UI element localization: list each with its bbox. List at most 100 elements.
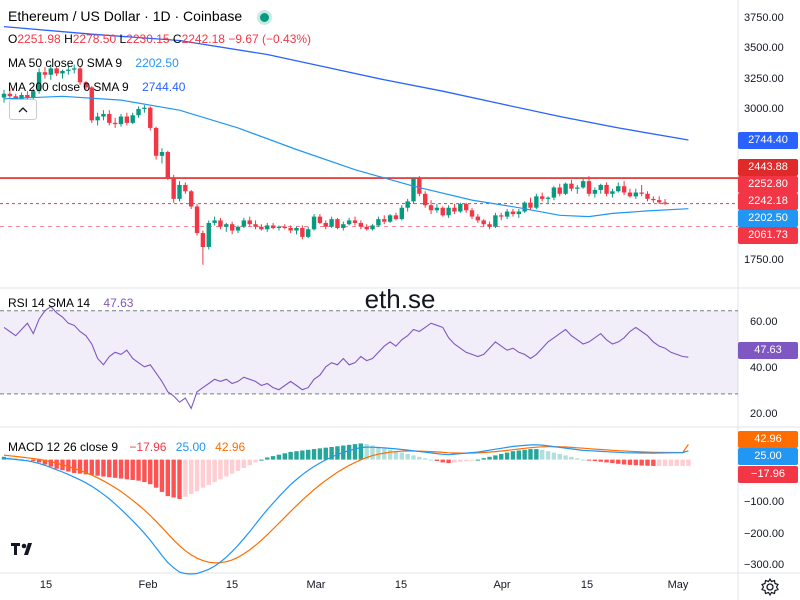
candle-body <box>282 226 287 228</box>
macd-hist-bar <box>31 459 36 462</box>
ohlc-row: O2251.98 H2278.50 L2230.15 C2242.18 −9.6… <box>8 32 311 46</box>
macd-hist-bar <box>294 451 299 460</box>
macd-hist-bar <box>633 459 638 466</box>
macd-hist-bar <box>42 459 48 465</box>
resistance-price-tag: 2443.88 <box>738 159 798 176</box>
collapse-legend-button[interactable] <box>9 99 37 120</box>
macd-hist-bar <box>317 448 323 460</box>
macd-line-tag: 25.00 <box>738 448 798 465</box>
rsi-price-tag: 47.63 <box>738 342 798 359</box>
macd-hist-bar <box>346 444 352 460</box>
macd-hist-bar <box>124 459 130 480</box>
ma50-line <box>3 95 689 218</box>
macd-hist-bar <box>370 445 375 460</box>
price-axis-tick: 3000.00 <box>744 103 784 115</box>
candle-body <box>370 225 375 230</box>
macd-hist-bar <box>668 459 674 466</box>
candle-body <box>417 178 422 194</box>
macd-hist-bar <box>446 459 451 464</box>
rsi-legend[interactable]: RSI 14 SMA 14 47.63 <box>8 296 133 310</box>
macd-hist-bar <box>662 459 668 466</box>
candle-body <box>475 216 481 221</box>
macd-hist-bar <box>107 459 112 478</box>
macd-hist-bar <box>686 459 691 466</box>
candle-body <box>551 187 557 198</box>
candle-body <box>148 107 153 128</box>
ma200-legend[interactable]: MA 200 close 0 SMA 9 2744.40 <box>8 80 185 94</box>
ohlc-open-value: 2251.98 <box>17 32 61 46</box>
macd-signal-value: 42.96 <box>215 440 246 454</box>
macd-hist-bar <box>311 449 317 460</box>
candle-body <box>510 211 516 215</box>
macd-hist-bar <box>118 459 124 479</box>
candle-body <box>229 224 235 231</box>
macd-hist-bar <box>265 457 270 460</box>
macd-hist-bar <box>247 459 252 466</box>
candle-body <box>592 190 598 194</box>
macd-hist-bar <box>610 459 615 464</box>
macd-hist-bar <box>229 459 235 474</box>
candle-body <box>159 152 165 156</box>
macd-hist-bar <box>89 459 94 476</box>
macd-hist-bar <box>352 444 358 460</box>
macd-hist-bar <box>405 453 410 460</box>
macd-hist-bar <box>177 459 182 499</box>
candle-body <box>177 184 182 199</box>
symbol-title: Ethereum / US Dollar · 1D · Coinbase <box>8 8 243 24</box>
date-tick: Mar <box>306 579 326 591</box>
macd-hist-bar <box>551 452 557 460</box>
macd-hist-value: −17.96 <box>129 440 167 454</box>
candle-body <box>586 181 592 194</box>
candle-body <box>458 203 463 212</box>
candle-body <box>294 228 299 231</box>
candle-body <box>107 114 112 123</box>
macd-hist-bar <box>364 444 369 460</box>
candle-body <box>265 225 270 230</box>
candle-body <box>399 207 404 220</box>
candle-body <box>393 215 399 220</box>
macd-hist-bar <box>171 459 176 498</box>
candle-body <box>235 226 241 231</box>
date-tick: 15 <box>394 579 408 591</box>
candle-body <box>364 226 369 230</box>
candle-body <box>423 193 428 206</box>
candle-body <box>469 210 475 217</box>
rsi-band <box>0 310 738 394</box>
macd-axis-tick: −200.00 <box>744 528 785 540</box>
candle-body <box>569 183 574 189</box>
macd-hist-bar <box>434 459 440 462</box>
candle-body <box>633 192 638 197</box>
macd-hist-bar <box>557 453 562 460</box>
macd-hist-bar <box>627 459 633 465</box>
candle-body <box>323 222 328 227</box>
candle-body <box>487 224 492 227</box>
ma200-price-tag: 2744.40 <box>738 132 798 149</box>
candle-body <box>575 187 580 189</box>
candle-body <box>528 202 533 208</box>
tradingview-logo-icon[interactable] <box>10 540 38 558</box>
candle-body <box>189 191 194 207</box>
low-price-tag: 2061.73 <box>738 227 798 244</box>
macd-hist-bar <box>329 446 334 460</box>
macd-hist-bar <box>206 459 211 485</box>
macd-hist-bar <box>522 449 527 460</box>
candle-body <box>405 201 410 208</box>
ma50-legend[interactable]: MA 50 close 0 SMA 9 2202.50 <box>8 56 179 70</box>
candle-body <box>346 220 352 225</box>
candle-body <box>317 216 323 223</box>
macd-hist-bar <box>499 453 504 460</box>
macd-hist-bar <box>66 459 71 472</box>
candle-body <box>130 115 135 123</box>
candle-body <box>171 177 176 199</box>
macd-legend[interactable]: MACD 12 26 close 9 −17.96 25.00 42.96 <box>8 440 245 454</box>
candle-body <box>95 116 100 121</box>
price-axis-tick: 3250.00 <box>744 73 784 85</box>
candle-body <box>481 220 486 225</box>
candle-body <box>545 197 551 199</box>
gear-icon[interactable] <box>760 577 780 597</box>
candle-body <box>183 184 188 192</box>
macd-hist-bar <box>142 459 147 483</box>
date-tick: Feb <box>138 579 158 591</box>
macd-hist-bar <box>469 459 475 461</box>
